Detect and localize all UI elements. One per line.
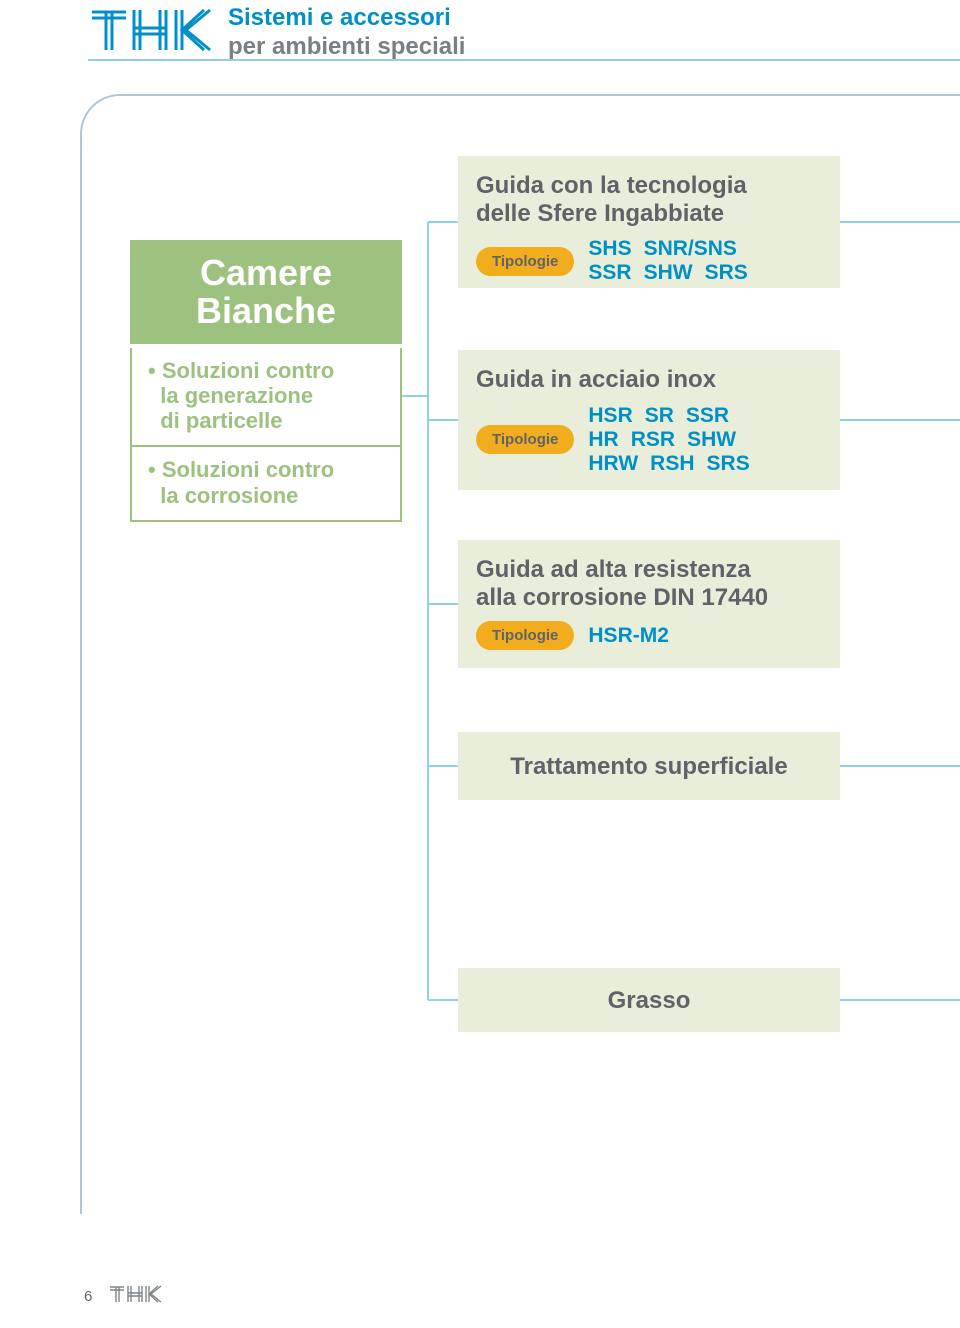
category-title: Camere Bianche — [130, 240, 402, 348]
typology-tag: Tipologie — [476, 621, 574, 650]
page-number: 6 — [84, 1288, 92, 1305]
header-rule — [88, 59, 960, 61]
category-title-l2: Bianche — [140, 292, 392, 330]
bullet-icon: • — [148, 358, 156, 383]
spec-row: SSR SHW SRS — [588, 261, 759, 285]
spec-code: RSR — [631, 428, 675, 452]
spec-code: RSH — [650, 452, 694, 476]
spec-code: SSR — [588, 261, 631, 285]
detail-box-row: Tipologie HSR SR SSR HR RSR SHW HRW RSH SRS — [476, 404, 822, 476]
page-title-line2: per ambienti speciali — [228, 33, 465, 62]
detail-box-title: Guida con la tecnologiadelle Sfere Ingab… — [476, 172, 822, 227]
detail-spec: SHS SNR/SNS SSR SHW SRS — [588, 237, 759, 285]
spec-code: SHW — [687, 428, 736, 452]
bullet-icon: • — [148, 457, 156, 482]
spec-code: HRW — [588, 452, 638, 476]
spec-code: HSR — [588, 404, 632, 428]
detail-spec: HSR SR SSR HR RSR SHW HRW RSH SRS — [588, 404, 761, 476]
spec-code: SHW — [644, 261, 693, 285]
category-item: • Soluzioni contro la generazione di par… — [130, 348, 402, 448]
spec-code: SSR — [686, 404, 729, 428]
spec-row: SHS SNR/SNS — [588, 237, 759, 261]
category-item-text: Soluzioni contro — [162, 457, 334, 482]
detail-box: Guida ad alta resistenzaalla corrosione … — [458, 540, 840, 668]
category-item: • Soluzioni contro la corrosione — [130, 447, 402, 522]
spec-code: SR — [645, 404, 674, 428]
detail-box-title: Guida ad alta resistenzaalla corrosione … — [476, 556, 822, 611]
category-item-text: di particelle — [160, 408, 282, 433]
category-box: Camere Bianche • Soluzioni contro la gen… — [130, 240, 402, 546]
spec-row: HR RSR SHW — [588, 428, 761, 452]
detail-box-title: Grasso — [608, 987, 691, 1015]
page-header: Sistemi e accessori per ambienti special… — [88, 6, 960, 64]
page-title-line1: Sistemi e accessori — [228, 4, 465, 33]
category-item-text: la generazione — [160, 383, 313, 408]
category-title-l1: Camere — [140, 254, 392, 292]
detail-box-title: Guida in acciaio inox — [476, 366, 822, 394]
spec-code: SHS — [588, 237, 631, 261]
detail-box: Guida con la tecnologiadelle Sfere Ingab… — [458, 156, 840, 288]
page-title: Sistemi e accessori per ambienti special… — [228, 4, 465, 62]
thk-footer-logo-icon — [108, 1284, 164, 1304]
detail-column: Guida con la tecnologiadelle Sfere Ingab… — [458, 156, 840, 1080]
thk-logo-icon — [88, 6, 218, 54]
detail-box: Guida in acciaio inoxTipologieHSRSRSSRHR… — [458, 350, 840, 490]
spec-code: SRS — [705, 261, 748, 285]
category-item-text: la corrosione — [160, 483, 298, 508]
detail-box: Grasso — [458, 968, 840, 1032]
spec-row: HSR-M2 — [588, 624, 681, 648]
spec-row: HSR SR SSR — [588, 404, 761, 428]
detail-box-title: Trattamento superficiale — [510, 753, 787, 781]
spec-code: HR — [588, 428, 618, 452]
spec-code: SRS — [707, 452, 750, 476]
detail-box: Trattamento superficiale — [458, 732, 840, 800]
typology-tag: Tipologie — [476, 247, 574, 276]
detail-box-row: Tipologie SHS SNR/SNS SSR SHW SRS — [476, 237, 822, 285]
spec-code: HSR-M2 — [588, 624, 669, 648]
category-item-text: Soluzioni contro — [162, 358, 334, 383]
spec-row: HRW RSH SRS — [588, 452, 761, 476]
detail-box-row: Tipologie HSR-M2 — [476, 621, 822, 650]
detail-spec: HSR-M2 — [588, 624, 681, 648]
spec-code: SNR/SNS — [644, 237, 737, 261]
typology-tag: Tipologie — [476, 425, 574, 454]
